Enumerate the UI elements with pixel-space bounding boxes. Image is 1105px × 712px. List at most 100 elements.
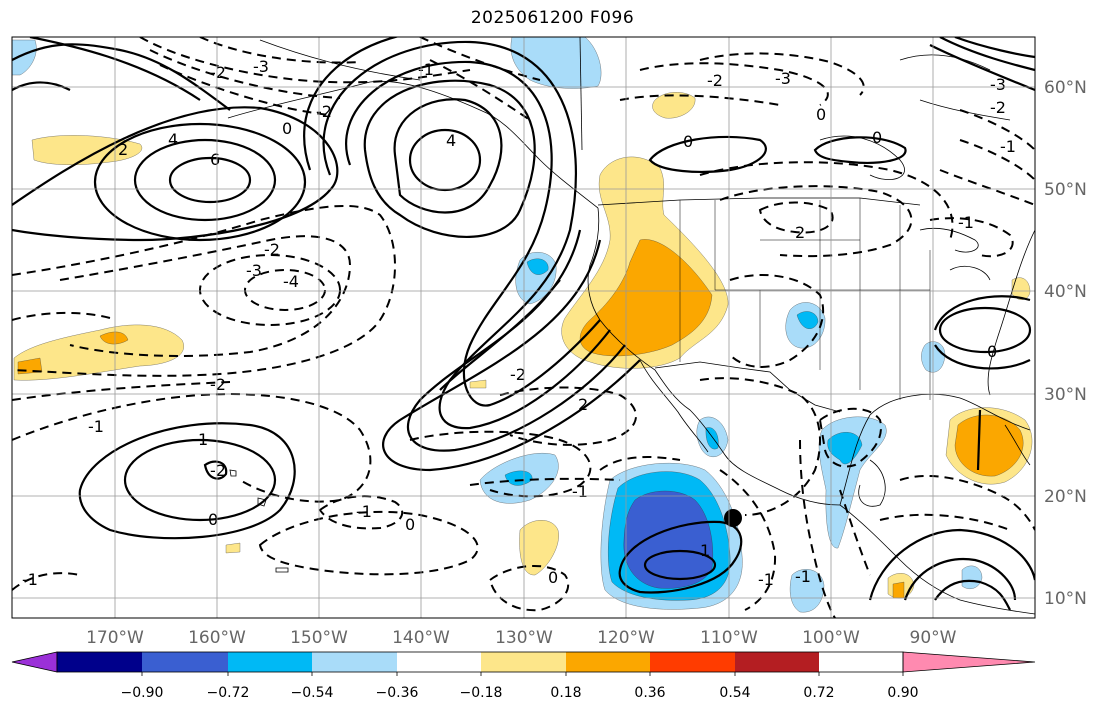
shade-neg-nw-corner (12, 39, 37, 76)
colorbar-segment (566, 652, 650, 672)
contour-high-gulf-6 (408, 128, 482, 192)
contour-trough-m4 (244, 269, 326, 311)
contour-label: -2 (210, 63, 226, 82)
contour-label: 2 (578, 395, 588, 414)
contour-mexico-m (699, 377, 821, 516)
colorbar-extend-min (11, 651, 58, 673)
shading-layer (12, 37, 1033, 613)
contour-label: -3 (253, 57, 269, 76)
contour-gulf-m (818, 407, 882, 468)
contour-gulf-east (976, 409, 982, 471)
contour-high-aleutian-4 (133, 138, 277, 222)
contour-nw-pacific-1 (12, 81, 71, 91)
contour-north-pacific-2 (149, 49, 341, 99)
colorbar-frame (56, 651, 904, 673)
contour-west-pacific-m (12, 311, 111, 321)
contour-east-pacific-0 (618, 520, 743, 594)
contour-caribbean-1 (868, 528, 1035, 601)
contour-south-pacific-m (12, 572, 81, 591)
shade-pos-small2 (469, 379, 487, 389)
border-states (679, 198, 931, 400)
contour-label: 4 (446, 131, 456, 150)
contour-trough-m3 (199, 254, 341, 326)
coast-gulf (839, 393, 1031, 506)
contour-label: -1 (795, 567, 811, 586)
coastlines-layer (227, 37, 1035, 615)
point-marker (724, 509, 742, 527)
coast-hawaii (229, 469, 289, 573)
lat-label: 10°N (1044, 589, 1087, 609)
contour-m0-south (488, 564, 570, 612)
contour-label: -2 (264, 240, 280, 259)
colorbar-segment (312, 652, 397, 672)
contour-label: 0 (208, 510, 218, 529)
colorbar-tick-label: 0.36 (634, 685, 665, 701)
chart-title: 2025061200 F096 (470, 8, 635, 28)
contour-label: -2 (210, 375, 226, 394)
contour-label: 2 (795, 223, 805, 242)
contour-label: -3 (246, 261, 262, 280)
shade-neg-caribbean (961, 565, 983, 589)
colorbar-segment (142, 652, 228, 672)
contour-trough-0 (12, 204, 396, 377)
contour-north-pacific-4 (199, 37, 361, 64)
coast-florida (1004, 424, 1031, 466)
colorbar-tick-label: −0.72 (207, 685, 250, 701)
lon-label: 100°W (802, 628, 860, 648)
colorbar-tick-label: 0.90 (887, 685, 918, 701)
shade-pos-alaska (652, 92, 696, 119)
contour-sw-us-m (729, 274, 825, 368)
contour-label: -2 (316, 102, 332, 121)
contour-high-aleutian-6 (168, 156, 252, 204)
contour-label: -1 (356, 502, 372, 521)
contour-label: -1 (1000, 137, 1016, 156)
contour-label: -1 (22, 570, 38, 589)
contour-canada-m1 (719, 185, 913, 258)
shade-pos-west-us-core (579, 239, 713, 357)
colorbar-tick-label: −0.90 (121, 685, 164, 701)
contour-east-us-0 (938, 306, 1032, 354)
contour-canada-m2 (758, 201, 834, 234)
coast-yucatan (858, 459, 886, 507)
contour-m2-west (12, 381, 231, 401)
contour-north-pacific-3 (159, 64, 331, 116)
contour-gulf-m3 (839, 489, 871, 576)
shade-pos-small1 (225, 542, 241, 554)
shade-neg-alaska (510, 37, 602, 89)
contour-caribbean-3 (934, 579, 1011, 611)
contour-east-m2 (929, 217, 1014, 258)
contour-m0-hawaii (258, 510, 479, 576)
contour-east-m1 (939, 109, 1035, 206)
lat-label: 20°N (1044, 487, 1087, 507)
map-background (12, 37, 1035, 618)
contour-label: 4 (168, 130, 178, 149)
contour-label: 0 (282, 119, 292, 138)
contour-ridge-1 (345, 60, 601, 407)
lon-label: 110°W (700, 628, 758, 648)
contour-north-0 (648, 135, 767, 173)
contour-label: 6 (210, 150, 220, 169)
contour-ne-corner (929, 37, 1035, 92)
lon-label: 150°W (290, 628, 348, 648)
colorbar-segment (481, 652, 566, 672)
colorbar-segment (57, 652, 142, 672)
shade-pos-west-pacific-core2 (99, 331, 129, 345)
lon-label: 170°W (86, 628, 144, 648)
contour-label: -1 (958, 213, 974, 232)
contour-carib-m2 (879, 513, 1011, 531)
lon-label: 160°W (188, 628, 246, 648)
contour-high-sw-inner (203, 460, 228, 480)
dashed-contours (12, 37, 1035, 618)
shade-pos-west-pacific (13, 324, 184, 381)
shade-pos-gulf-core (954, 414, 1024, 477)
contour-caribbean-2 (903, 557, 1017, 601)
colorbar-segment (228, 652, 312, 672)
shade-neg-east-pacific-core (623, 490, 713, 589)
contour-east-pacific-1 (643, 549, 717, 581)
contour-label: 0 (872, 128, 882, 147)
contour-m1-hawaii (318, 495, 404, 530)
lat-label: 30°N (1044, 385, 1087, 405)
colorbar-tick-label: −0.36 (376, 685, 419, 701)
contour-canada-m1b (699, 161, 954, 241)
contour-hudson-0 (813, 136, 907, 164)
